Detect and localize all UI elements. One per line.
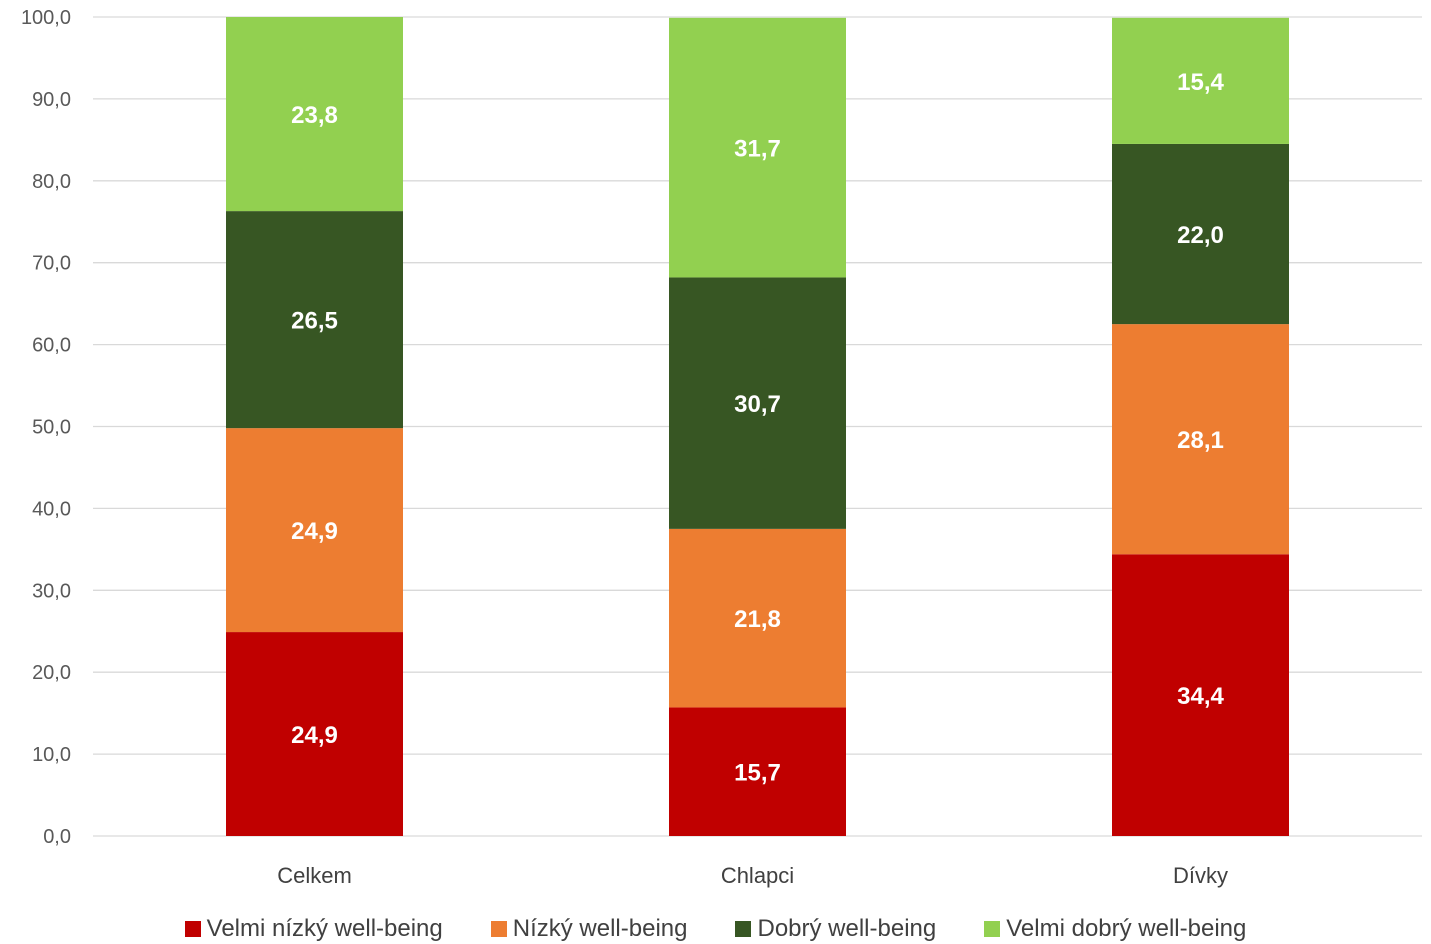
y-tick-label: 60,0 bbox=[32, 335, 71, 357]
y-tick-label: 100,0 bbox=[21, 7, 71, 29]
data-label: 28,1 bbox=[1177, 427, 1224, 454]
bar-segment bbox=[1112, 143, 1289, 325]
bar-segment bbox=[1112, 554, 1289, 836]
legend-label: Velmi nízký well-being bbox=[206, 915, 443, 942]
data-label: 24,9 bbox=[291, 722, 338, 749]
legend: Velmi nízký well-being Nízký well-being Do… bbox=[0, 914, 1431, 944]
y-tick-label: 80,0 bbox=[32, 171, 71, 193]
legend-swatch bbox=[490, 921, 507, 937]
bar-segment bbox=[226, 428, 403, 633]
legend-label: Dobrý well-being bbox=[757, 915, 937, 942]
y-tick-label: 30,0 bbox=[32, 580, 71, 602]
y-tick-label: 70,0 bbox=[32, 253, 71, 275]
x-category-label: Celkem bbox=[277, 863, 352, 888]
bar-segment bbox=[1112, 17, 1289, 144]
x-category-label: Dívky bbox=[1173, 863, 1228, 888]
bar-segment bbox=[226, 632, 403, 836]
legend-label: Velmi dobrý well-being bbox=[1006, 915, 1247, 942]
bar-segment bbox=[669, 528, 846, 708]
bar-segment bbox=[1112, 324, 1289, 555]
legend-swatch bbox=[984, 921, 1001, 937]
legend-item: Velmi nízký well-being bbox=[184, 915, 443, 943]
legend-swatch bbox=[735, 921, 752, 937]
bar-segment bbox=[669, 277, 846, 529]
data-label: 30,7 bbox=[734, 391, 781, 418]
y-tick-label: 10,0 bbox=[32, 744, 71, 766]
x-category-label: Chlapci bbox=[721, 863, 794, 888]
y-tick-label: 0,0 bbox=[43, 826, 71, 848]
data-label: 31,7 bbox=[734, 136, 781, 163]
data-label: 21,8 bbox=[734, 606, 781, 633]
data-label: 22,0 bbox=[1177, 222, 1224, 249]
bar-segment bbox=[669, 17, 846, 278]
data-label: 15,7 bbox=[734, 760, 781, 787]
data-label: 34,4 bbox=[1177, 683, 1224, 710]
data-label: 24,9 bbox=[291, 518, 338, 545]
data-label: 26,5 bbox=[291, 308, 338, 335]
y-tick-label: 50,0 bbox=[32, 417, 71, 439]
bar-segment bbox=[669, 707, 846, 836]
legend-item: Dobrý well-being bbox=[735, 915, 936, 943]
y-tick-label: 40,0 bbox=[32, 498, 71, 520]
legend-item: Nízký well-being bbox=[490, 915, 688, 943]
legend-item: Velmi dobrý well-being bbox=[984, 915, 1246, 943]
y-tick-label: 20,0 bbox=[32, 662, 71, 684]
bar-segment bbox=[226, 211, 403, 429]
bar-segment bbox=[226, 17, 403, 212]
data-label: 23,8 bbox=[291, 102, 338, 129]
legend-swatch bbox=[184, 921, 201, 937]
y-tick-label: 90,0 bbox=[32, 89, 71, 111]
legend-label: Nízký well-being bbox=[512, 915, 688, 942]
data-label: 15,4 bbox=[1177, 69, 1224, 96]
